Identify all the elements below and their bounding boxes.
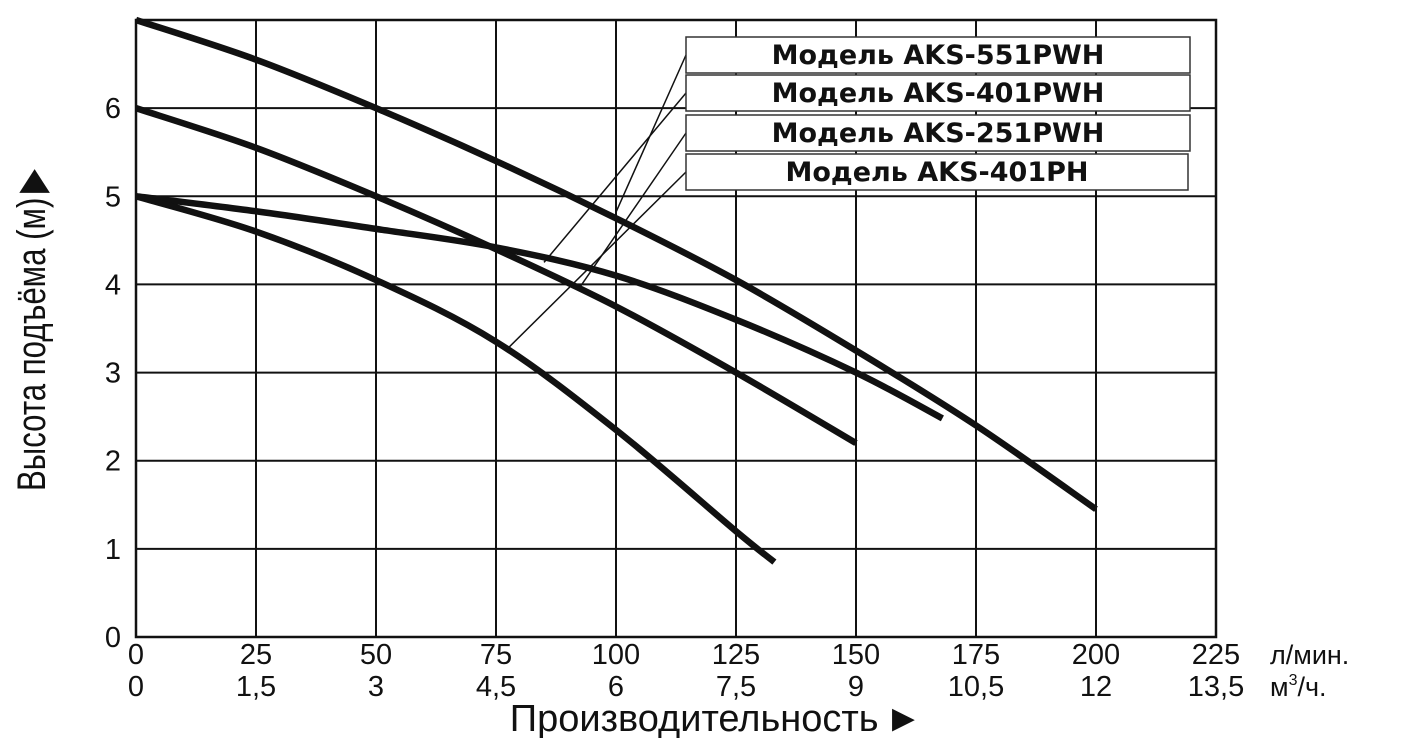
legend-label-aks-401ph: Модель AKS-401PH — [786, 157, 1089, 188]
legend-box-aks-401pwh — [685, 74, 1191, 112]
x-tick-label-secondary: 6 — [608, 671, 624, 703]
legend-label-aks-401pwh: Модель AKS-401PWH — [772, 78, 1105, 109]
legend-box-aks-551pwh — [685, 36, 1191, 74]
legend-box-aks-401ph — [685, 153, 1189, 191]
x-tick-labels-secondary: 0 1,5 3 4,5 6 7,5 9 10,5 12 13,5 — [128, 671, 1244, 703]
y-tick-label: 3 — [105, 358, 121, 390]
x-tick-label-secondary: 4,5 — [476, 671, 516, 703]
leader-line-aks-401ph — [505, 171, 687, 352]
legend-label-aks-551pwh: Модель AKS-551PWH — [772, 40, 1105, 71]
series-line-aks-401pwh — [135, 193, 944, 422]
x-tick-label-secondary: 9 — [848, 671, 864, 703]
series-line-aks-401ph — [135, 193, 777, 565]
x-unit-primary: л/мин. — [1270, 640, 1349, 670]
y-tick-label: 1 — [105, 534, 121, 566]
leader-line-aks-251pwh — [576, 132, 687, 292]
x-axis-title: Производительность ► — [510, 698, 922, 738]
x-tick-label-primary: 100 — [592, 639, 640, 671]
y-tick-labels: 0 1 2 3 4 5 6 — [105, 93, 121, 654]
series-curves — [134, 16, 1098, 565]
x-tick-label-primary: 0 — [128, 639, 144, 671]
x-tick-labels-primary: 0 25 50 75 100 125 150 175 200 225 — [128, 639, 1240, 671]
x-tick-label-primary: 175 — [952, 639, 1000, 671]
x-tick-label-secondary: 1,5 — [236, 671, 276, 703]
y-tick-label: 4 — [105, 269, 121, 301]
series-line-aks-251pwh — [134, 105, 858, 446]
x-tick-label-secondary: 7,5 — [716, 671, 756, 703]
x-unit-secondary: м3/ч. — [1270, 672, 1327, 702]
leader-line-aks-551pwh — [615, 54, 687, 213]
legend-label-aks-251pwh: Модель AKS-251PWH — [772, 118, 1105, 149]
x-tick-label-primary: 225 — [1192, 639, 1240, 671]
x-tick-label-primary: 200 — [1072, 639, 1120, 671]
x-tick-label-primary: 125 — [712, 639, 760, 671]
y-tick-label: 0 — [105, 622, 121, 654]
y-tick-label: 2 — [105, 446, 121, 478]
x-tick-label-secondary: 13,5 — [1188, 671, 1244, 703]
x-tick-label-secondary: 10,5 — [948, 671, 1004, 703]
legend-box-aks-251pwh — [685, 114, 1191, 152]
y-tick-label: 6 — [105, 93, 121, 125]
legend-leader-lines — [505, 54, 687, 352]
x-tick-label-primary: 25 — [240, 639, 272, 671]
x-tick-label-primary: 50 — [360, 639, 392, 671]
x-tick-label-secondary: 0 — [128, 671, 144, 703]
x-tick-label-secondary: 12 — [1080, 671, 1112, 703]
grid — [134, 18, 1218, 639]
legend: Модель AKS-551PWH Модель AKS-401PWH Модель… — [685, 36, 1191, 191]
x-tick-label-secondary: 3 — [368, 671, 384, 703]
series-line-aks-551pwh — [134, 16, 1098, 512]
plot-frame — [134, 18, 1218, 639]
leader-line-aks-401pwh — [543, 92, 687, 263]
y-axis-title: Высота подъёма (м)▶ — [9, 169, 54, 491]
x-tick-label-primary: 75 — [480, 639, 512, 671]
x-tick-label-primary: 150 — [832, 639, 880, 671]
y-tick-label: 5 — [105, 181, 121, 213]
